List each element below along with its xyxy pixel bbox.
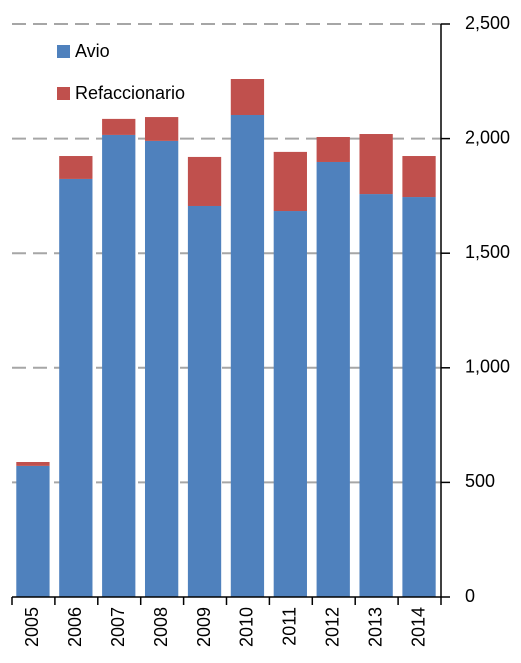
y-tick-label: 2,500 bbox=[465, 13, 510, 33]
bar-segment bbox=[359, 134, 393, 195]
bar-segment bbox=[102, 118, 136, 135]
bar-segment bbox=[187, 156, 222, 206]
x-tick-label: 2012 bbox=[323, 607, 343, 647]
bar-segment bbox=[59, 156, 93, 179]
bar-segment bbox=[316, 161, 350, 597]
x-tick-label: 2005 bbox=[22, 607, 42, 647]
bar-segment bbox=[144, 117, 179, 141]
bar-segment bbox=[16, 462, 50, 466]
bar-segment bbox=[16, 465, 50, 597]
bar-segment bbox=[59, 178, 93, 597]
y-tick-label: 500 bbox=[465, 471, 495, 491]
y-tick-label: 1,000 bbox=[465, 357, 510, 377]
bar-segment bbox=[402, 197, 436, 597]
x-tick-label: 2011 bbox=[280, 607, 300, 646]
x-tick-label: 2008 bbox=[151, 607, 171, 647]
bar-segment bbox=[359, 194, 393, 597]
legend-label: Refaccionario bbox=[75, 83, 185, 103]
x-tick-label: 2006 bbox=[65, 607, 85, 647]
bar-segment bbox=[273, 151, 307, 212]
bar-segment bbox=[144, 140, 179, 597]
x-tick-label: 2010 bbox=[237, 607, 257, 647]
bar-segment bbox=[316, 136, 350, 162]
legend-label: Avio bbox=[75, 41, 110, 61]
y-tick-label: 2,000 bbox=[465, 127, 510, 147]
x-tick-label: 2009 bbox=[194, 607, 214, 647]
x-tick-label: 2007 bbox=[108, 607, 128, 647]
bar-segment bbox=[230, 114, 265, 597]
bar-segment bbox=[273, 211, 307, 597]
legend-swatch bbox=[57, 87, 70, 100]
x-tick-label: 2013 bbox=[365, 607, 385, 647]
legend-swatch bbox=[57, 45, 70, 58]
bar-segment bbox=[402, 156, 436, 198]
y-tick-label: 0 bbox=[465, 586, 475, 606]
bar-segment bbox=[230, 79, 265, 115]
y-tick-label: 1,500 bbox=[465, 242, 510, 262]
bar-segment bbox=[102, 134, 136, 597]
bar-segment bbox=[187, 205, 222, 597]
x-tick-label: 2014 bbox=[408, 607, 428, 647]
